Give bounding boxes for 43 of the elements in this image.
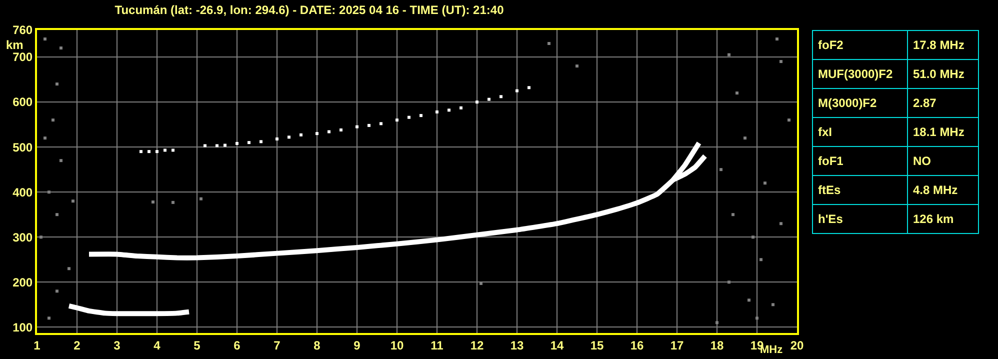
- y-tick-label: 500: [12, 140, 33, 154]
- x-tick-label: 18: [710, 338, 724, 352]
- text: 51.0 MHz: [908, 60, 978, 88]
- y-tick-label: 200: [12, 275, 33, 290]
- y-tick-label: 100: [12, 320, 33, 334]
- text: NO: [908, 146, 978, 176]
- x-tick-label: 3: [114, 338, 121, 352]
- x-tick-label: 20: [790, 338, 804, 352]
- text: foF2: [812, 30, 908, 60]
- x-tick-label: 14: [550, 338, 564, 352]
- y-tick-label: 400: [12, 185, 33, 200]
- x-tick-label: 17: [670, 338, 684, 352]
- x-tick-label: 5: [194, 338, 201, 352]
- text: MUF(3000)F2: [812, 60, 908, 88]
- x-tick-label: 2: [74, 338, 81, 352]
- x-tick-label: 9: [354, 338, 361, 352]
- x-tick-label: 12: [470, 338, 484, 352]
- x-tick-label: 8: [314, 338, 321, 352]
- y-tick-label: 600: [12, 95, 33, 110]
- text: 126 km: [908, 204, 978, 234]
- x-tick-label: 1: [34, 338, 41, 352]
- chart-title: Tucumán (lat: -26.9, lon: 294.6) - DATE: 2025 04 16 - TIME (UT): 21:40: [114, 2, 504, 17]
- x-tick-label: 16: [630, 338, 644, 352]
- y-tick-label: 300: [12, 230, 33, 244]
- text: 18.1 MHz: [908, 118, 978, 146]
- text: 17.8 MHz: [908, 30, 978, 60]
- text: 4.8 MHz: [908, 176, 978, 204]
- x-tick-label: 4: [154, 338, 161, 352]
- text: fxI: [812, 118, 908, 146]
- text: h'Es: [812, 204, 908, 234]
- text: 2.87: [908, 88, 978, 118]
- x-tick-label: 13: [510, 338, 524, 352]
- y-tick-label: 760: [12, 23, 33, 38]
- text: foF1: [812, 146, 908, 176]
- x-tick-label: 6: [234, 338, 241, 352]
- text: M(3000)F2: [812, 88, 908, 118]
- x-tick-label: 10: [390, 338, 404, 352]
- text: ftEs: [812, 176, 908, 204]
- y-axis-title: km: [6, 38, 24, 52]
- x-tick-label: 15: [590, 338, 604, 352]
- y-tick-label: 700: [12, 50, 33, 64]
- x-tick-label: 7: [274, 338, 281, 352]
- x-tick-label: 11: [430, 338, 444, 352]
